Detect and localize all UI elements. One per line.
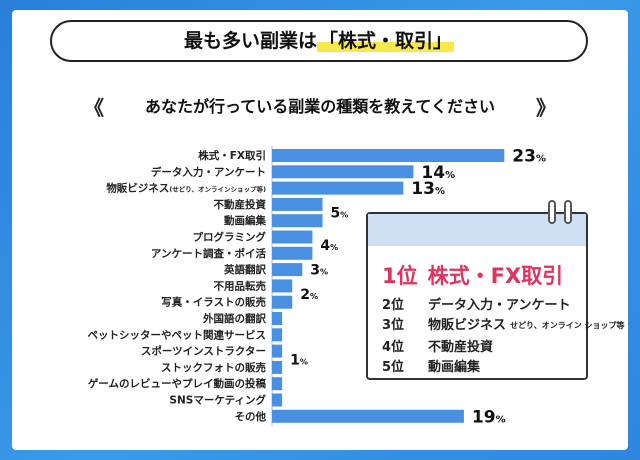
category-label: 不用品転売 [214, 279, 267, 292]
rank-position: 2位 [382, 298, 405, 313]
rank-row: 5位 動画編集 [382, 356, 480, 375]
category-label: 不動産投資 [214, 198, 267, 211]
category-label: ゲームのレビューやプレイ動画の投稿 [88, 377, 267, 390]
bar [272, 393, 283, 407]
calendar-ring-icon [564, 200, 572, 224]
bar [272, 344, 283, 358]
bar [272, 214, 323, 228]
category-label: プログラミング [193, 231, 267, 244]
bar [272, 409, 464, 423]
chevron-left-icon: 《 [84, 96, 104, 120]
rank-label: 不動産投資 [428, 340, 494, 355]
rank-first: 1位 株式・FX取引 [382, 260, 563, 290]
rank-first-position: 1位 [382, 264, 418, 288]
rank-first-label: 株式・FX取引 [427, 264, 564, 288]
question-subtitle: あなたが行っている副業の種類を教えてください [145, 97, 495, 116]
rank-row: 3位 物販ビジネス せどり、オンライン ショップ等 [382, 314, 624, 333]
category-label: ストックフォトの販売 [161, 361, 266, 374]
bar [272, 360, 283, 374]
headline-box: 最も多い副業は 「株式・取引」 [50, 20, 588, 62]
bar [272, 165, 414, 179]
calendar-ring-icon [548, 200, 556, 224]
bar [272, 279, 293, 293]
data-label: 5% [331, 206, 349, 222]
headline-highlight: 「株式・取引」 [317, 30, 455, 52]
rank-label: 動画編集 [428, 360, 481, 375]
bar [272, 181, 404, 195]
category-label: スポーツインストラクター [141, 345, 266, 358]
bar [272, 246, 313, 260]
data-label: 1% [290, 352, 308, 368]
chevron-right-icon: 》 [536, 96, 556, 120]
bar [272, 197, 323, 211]
rank-position: 4位 [382, 340, 405, 355]
data-label: 4% [320, 238, 338, 254]
bar [272, 295, 293, 309]
bar [272, 230, 313, 244]
headline-text: 最も多い副業は [183, 30, 317, 52]
rank-row: 4位 不動産投資 [382, 336, 493, 355]
data-label: 13% [411, 179, 445, 199]
category-label: 英語翻訳 [223, 263, 266, 276]
category-label: 株式・FX取引 [198, 149, 266, 162]
category-label: アンケート調査・ポイ活 [151, 247, 267, 260]
data-label: 14% [421, 163, 455, 183]
data-label: 19% [472, 407, 506, 427]
rank-row: 2位 データ入力・アンケート [382, 294, 570, 313]
rank-label: データ入力・アンケート [428, 298, 571, 313]
rank-position: 3位 [382, 318, 405, 333]
rank-label: 物販ビジネス [428, 318, 507, 333]
ranking-calendar-card: 1位 株式・FX取引 2位 データ入力・アンケート 3位 物販ビジネス せどり、オンライ… [366, 200, 624, 380]
bar [272, 312, 283, 325]
bar [272, 377, 283, 391]
data-label: 23% [512, 147, 546, 167]
category-label: 物販ビジネス(せどり、オンラインショップ等) [106, 182, 266, 195]
category-label: ペットシッターやペット関連サービス [88, 328, 267, 341]
category-label: SNSマーケティング [169, 394, 266, 407]
bar [272, 263, 303, 277]
bar [272, 149, 505, 162]
category-label: 外国語の翻訳 [202, 312, 266, 325]
bar [272, 328, 283, 342]
category-label: その他 [235, 410, 267, 423]
data-label: 2% [300, 287, 318, 303]
rank-note: せどり、オンライン ショップ等 [510, 321, 625, 330]
data-label: 3% [310, 263, 328, 279]
rank-position: 5位 [382, 360, 405, 375]
category-label: データ入力・アンケート [151, 165, 266, 178]
category-label: 動画編集 [224, 214, 266, 227]
category-label: 写真・イラストの販売 [161, 296, 266, 309]
